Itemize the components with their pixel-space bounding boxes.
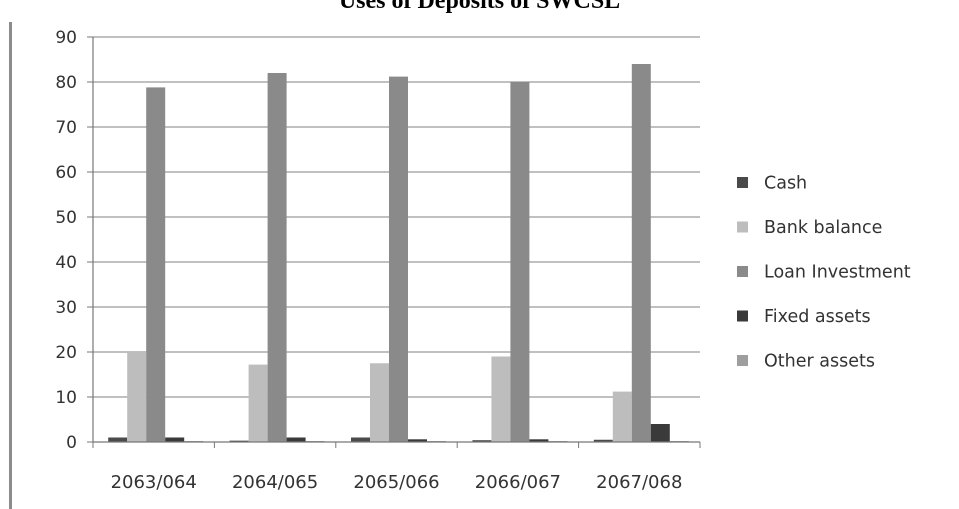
bar <box>351 437 370 442</box>
legend-swatch <box>737 266 748 277</box>
bar <box>389 76 408 442</box>
x-tick-label: 2064/065 <box>232 472 318 493</box>
y-tick-labels: 0 10 20 30 40 50 60 70 80 90 <box>55 28 77 453</box>
x-tick-label: 2067/068 <box>596 472 682 493</box>
bar <box>229 440 249 442</box>
bar <box>529 439 549 442</box>
bars <box>108 64 689 443</box>
legend-label: Fixed assets <box>764 307 871 327</box>
bar <box>108 437 128 442</box>
bar <box>146 87 166 443</box>
y-tick-label: 0 <box>66 433 77 453</box>
x-tick-label: 2063/064 <box>111 472 197 493</box>
bar <box>631 64 651 442</box>
y-tick-label: 90 <box>55 28 77 48</box>
bar <box>650 424 670 442</box>
legend: Cash Bank balance Loan Investment Fixed ass… <box>737 174 911 372</box>
bar <box>267 73 287 442</box>
legend-label: Bank balance <box>764 218 882 238</box>
legend-label: Cash <box>764 174 807 194</box>
chart-title: Uses of Deposits of SWCSL <box>338 0 621 14</box>
y-tick-label: 30 <box>55 298 77 318</box>
legend-label: Other assets <box>764 352 875 372</box>
y-tick-label: 60 <box>55 163 77 183</box>
x-tick-label: 2065/066 <box>353 472 439 493</box>
legend-swatch <box>737 310 748 322</box>
y-tick-label: 10 <box>55 388 77 408</box>
bar <box>165 437 185 442</box>
x-tick-labels: 2063/064 2064/065 2065/066 2066/067 2067/068 <box>111 472 683 493</box>
legend-swatch <box>737 177 748 188</box>
legend-swatch <box>737 355 748 366</box>
bar <box>472 440 492 442</box>
bar <box>286 437 306 442</box>
y-tick-label: 80 <box>55 73 77 93</box>
legend-label: Loan Investment <box>764 263 911 283</box>
bar <box>370 363 389 442</box>
bar <box>510 82 530 442</box>
legend-swatch <box>737 221 748 233</box>
x-tick-label: 2066/067 <box>475 472 561 493</box>
axes <box>87 36 701 448</box>
bar <box>593 439 613 442</box>
bar <box>408 439 427 442</box>
y-tick-label: 70 <box>55 118 77 138</box>
chart-frame-border <box>9 22 12 509</box>
bar <box>491 356 511 442</box>
bar <box>127 352 147 442</box>
y-tick-label: 50 <box>55 208 77 228</box>
bar <box>248 364 268 442</box>
y-tick-label: 40 <box>55 253 77 273</box>
bar <box>612 391 632 442</box>
y-tick-label: 20 <box>55 343 77 363</box>
